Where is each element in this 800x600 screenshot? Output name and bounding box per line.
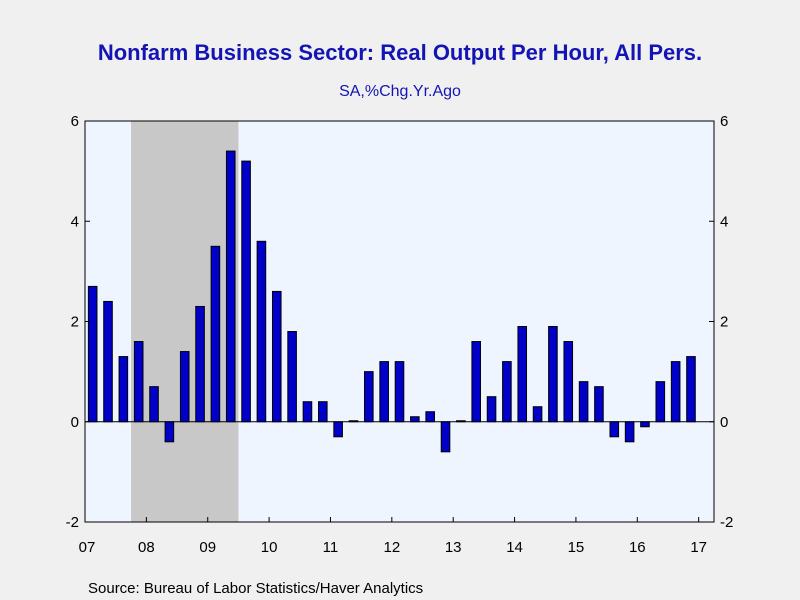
bar-2014-Q1 — [517, 326, 528, 423]
x-tick-label: 09 — [199, 539, 216, 556]
bar-2015-Q4 — [624, 421, 635, 443]
bar-2016-Q3 — [670, 361, 681, 423]
bar-2009-Q2 — [225, 150, 236, 423]
y-tick-label-right: 0 — [720, 414, 728, 431]
bar-2014-Q4 — [563, 341, 574, 423]
source-note: Source: Bureau of Labor Statistics/Haver… — [88, 580, 423, 597]
y-tick-label-right: 6 — [720, 113, 728, 130]
y-tick-label-left: 6 — [71, 113, 79, 130]
y-tick-label-right: 4 — [720, 213, 728, 230]
bar-2008-Q2 — [164, 421, 175, 443]
x-tick-label: 14 — [506, 539, 523, 556]
bar-2012-Q4 — [440, 421, 451, 453]
bar-2007-Q4 — [133, 341, 144, 423]
x-axis: 07 08 09 10 11 12 13 14 15 16 17 — [79, 517, 707, 556]
bar-2016-Q1 — [640, 421, 650, 428]
bar-2014-Q3 — [548, 326, 558, 423]
x-tick-label: 11 — [323, 539, 339, 556]
bar-2015-Q2 — [594, 386, 604, 423]
bar-2012-Q2 — [410, 416, 420, 423]
recession-shading — [131, 121, 239, 522]
y-axis-left: 6 4 2 0 -2 — [66, 113, 90, 531]
bar-2009-Q3 — [241, 160, 251, 423]
bar-2009-Q1 — [210, 245, 221, 423]
bar-2012-Q1 — [394, 361, 405, 423]
bar-2011-Q1 — [333, 421, 343, 438]
bar-2014-Q2 — [532, 406, 543, 423]
bar-2015-Q3 — [609, 421, 620, 438]
bar-2007-Q1 — [87, 285, 98, 423]
bar-2008-Q4 — [195, 305, 205, 423]
chart-title: Nonfarm Business Sector: Real Output Per… — [98, 40, 702, 65]
bar-2013-Q4 — [502, 361, 512, 423]
y-tick-label-right: 2 — [720, 314, 728, 331]
bar-2013-Q3 — [486, 396, 497, 423]
bar-2008-Q1 — [149, 386, 159, 423]
y-tick-label-left: -2 — [66, 514, 79, 531]
y-axis-right: 6 4 2 0 -2 — [709, 113, 733, 531]
bar-2010-Q3 — [302, 401, 313, 423]
x-tick-label: 13 — [445, 539, 462, 556]
x-tick-label: 07 — [79, 539, 96, 556]
x-tick-label: 17 — [690, 539, 707, 556]
bar-2015-Q1 — [578, 381, 589, 423]
x-tick-label: 08 — [138, 539, 155, 556]
x-tick-label: 15 — [568, 539, 585, 556]
chart-subtitle: SA,%Chg.Yr.Ago — [339, 83, 461, 100]
bar-2009-Q4 — [256, 240, 267, 423]
y-tick-label-left: 4 — [71, 213, 79, 230]
y-tick-label-left: 0 — [71, 414, 79, 431]
bar-2010-Q1 — [271, 290, 282, 423]
bar-2007-Q3 — [118, 356, 129, 423]
y-tick-label-right: -2 — [720, 514, 733, 531]
x-tick-label: 16 — [629, 539, 646, 556]
bar-2011-Q3 — [364, 371, 374, 423]
bar-2011-Q4 — [379, 361, 389, 423]
bar-2010-Q2 — [287, 331, 297, 423]
x-tick-label: 10 — [261, 539, 278, 556]
bar-2007-Q2 — [103, 300, 113, 423]
bar-2016-Q4 — [686, 356, 696, 423]
bar-2013-Q2 — [471, 341, 482, 423]
y-tick-label-left: 2 — [71, 314, 79, 331]
bar-2016-Q2 — [655, 381, 666, 423]
bar-2010-Q4 — [317, 401, 328, 423]
x-tick-label: 12 — [383, 539, 400, 556]
bar-2012-Q3 — [425, 411, 435, 423]
bar-2008-Q3 — [179, 351, 190, 423]
